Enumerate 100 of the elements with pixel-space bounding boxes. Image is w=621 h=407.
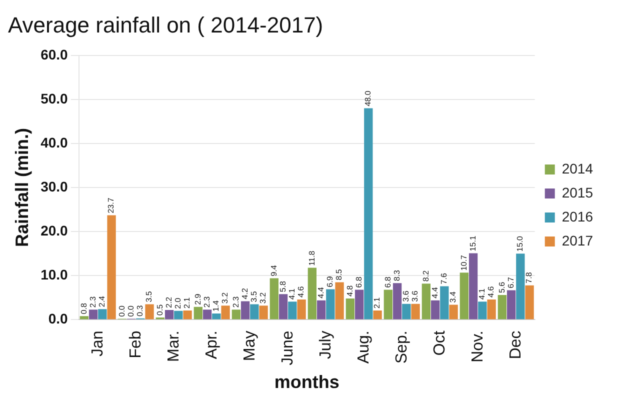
data-label: 2.4: [98, 295, 107, 308]
bar: [80, 316, 88, 320]
bar: [240, 301, 250, 320]
data-label: 2.3: [202, 296, 212, 308]
data-label: 9.4: [269, 264, 278, 276]
bar: [430, 300, 440, 320]
data-label: 8.5: [334, 268, 344, 280]
data-label: 0.3: [136, 304, 145, 316]
bar: [107, 215, 116, 320]
bar: [506, 290, 516, 320]
data-label: 4.6: [296, 286, 306, 298]
data-label: 2.3: [88, 296, 98, 308]
x-tick-label: Apr.: [203, 330, 220, 360]
x-tick-label: Oct: [431, 330, 448, 356]
bar: [98, 309, 107, 320]
data-label: 3.5: [144, 290, 154, 302]
bar: [373, 310, 382, 320]
x-tick-label: Aug.: [355, 330, 372, 364]
bar: [174, 310, 183, 320]
y-tick-label: 50.0: [40, 90, 68, 106]
data-label: 3.4: [448, 291, 458, 303]
data-label: 0.0: [117, 305, 126, 317]
bar: [308, 268, 317, 320]
bar: [346, 298, 355, 320]
y-axis-title: Rainfall (min.): [12, 128, 32, 248]
x-axis-title: months: [274, 372, 340, 392]
bar: [460, 272, 469, 320]
bar: [183, 310, 192, 320]
data-label: 4.1: [288, 288, 297, 300]
data-label: 23.7: [106, 197, 116, 214]
y-tick-label: 40.0: [40, 134, 68, 150]
x-tick-label: June: [279, 330, 296, 366]
bar: [525, 285, 534, 320]
bar: [164, 310, 174, 320]
data-label: 2.9: [193, 293, 202, 305]
bar: [194, 306, 202, 320]
data-label: 4.4: [316, 286, 326, 298]
x-tick-label: Sep.: [393, 330, 410, 364]
y-tick-label: 20.0: [40, 222, 68, 238]
x-tick-label: Nov.: [469, 330, 486, 362]
bar: [288, 302, 297, 320]
data-label: 15.0: [516, 236, 525, 252]
data-label: 2.1: [182, 296, 192, 308]
data-label: 3.5: [250, 290, 259, 302]
x-tick-label: Dec: [507, 330, 524, 360]
data-label: 6.9: [326, 276, 335, 288]
bar: [278, 294, 288, 320]
bar: [487, 299, 496, 320]
bar: [250, 304, 259, 320]
legend-label: 2014: [562, 160, 594, 176]
data-label: 6.7: [506, 276, 516, 288]
chart-title: Average rainfall on ( 2014-2017): [8, 12, 324, 38]
data-label: 3.2: [220, 292, 230, 304]
bar: [88, 310, 98, 320]
data-label: 7.8: [524, 272, 534, 284]
data-label: 3.6: [410, 290, 420, 302]
bar: [259, 306, 268, 320]
bar: [468, 253, 478, 320]
data-label: 0.5: [155, 304, 164, 316]
data-label: 48.0: [364, 90, 373, 106]
bar: [297, 299, 306, 320]
data-label: 4.1: [478, 288, 487, 300]
bar: [364, 108, 373, 320]
data-label: 3.6: [402, 290, 411, 302]
bar: [422, 284, 431, 320]
data-label: 0.8: [79, 302, 88, 314]
legend-label: 2017: [562, 232, 594, 248]
data-label: 2.2: [164, 296, 174, 308]
x-tick-label: July: [317, 330, 334, 360]
bar: [384, 290, 393, 320]
data-label: 5.8: [278, 280, 288, 292]
bar: [202, 310, 212, 320]
bar: [232, 310, 241, 320]
bar: [270, 278, 279, 320]
bar: [392, 283, 402, 320]
bar: [402, 304, 411, 320]
data-label: 6.8: [383, 276, 392, 288]
data-label: 2.3: [231, 296, 240, 308]
data-label: 11.8: [307, 250, 316, 266]
x-tick-label: Jan: [89, 330, 106, 356]
bar: [316, 300, 326, 320]
data-label: 0.0: [126, 305, 136, 317]
data-label: 6.8: [354, 276, 364, 288]
bar: [498, 295, 507, 320]
y-tick-label: 0.0: [48, 310, 68, 327]
x-tick-label: May: [241, 330, 258, 361]
data-label: 2.1: [372, 296, 382, 308]
bar: [221, 306, 230, 320]
bar: [145, 304, 154, 320]
data-label: 4.8: [345, 284, 354, 297]
data-label: 10.7: [459, 254, 468, 271]
x-tick-label: Mar.: [165, 330, 182, 362]
bar: [212, 314, 221, 320]
bar: [449, 304, 458, 320]
y-tick-label: 10.0: [40, 266, 68, 283]
data-label: 2.0: [174, 297, 183, 309]
data-label: 15.1: [468, 235, 478, 252]
bar: [516, 254, 525, 320]
bar: [326, 289, 335, 320]
data-label: 4.2: [240, 288, 250, 300]
